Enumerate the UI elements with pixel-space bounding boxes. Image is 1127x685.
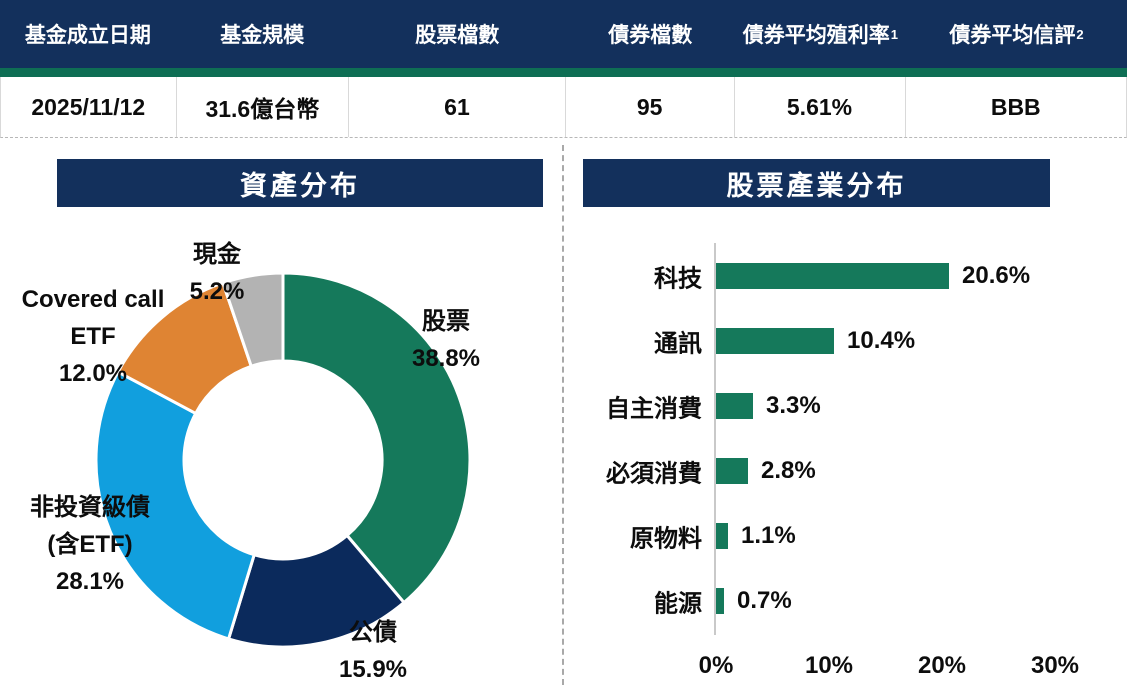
bar-value-label: 3.3% — [766, 392, 821, 419]
bar-category-label: 能源 — [654, 590, 702, 618]
segment-name-line: 現金 — [192, 241, 241, 268]
table-value-cell: 5.61% — [735, 77, 906, 137]
table-header-cell: 債券平均殖利率 1 — [735, 0, 906, 68]
bar — [716, 263, 949, 289]
x-axis-tick-label: 30% — [1030, 652, 1080, 679]
segment-percent: 15.9% — [338, 656, 408, 683]
donut-segment — [221, 271, 285, 369]
table-header-cell: 基金規模 — [176, 0, 349, 68]
segment-name-line: 非投資級債 — [30, 494, 150, 521]
bar-category-label: 科技 — [654, 265, 702, 293]
donut-segment-label: 公債 15.9% — [339, 614, 407, 685]
segment-name-line: 股票 — [422, 308, 470, 335]
segment-percent: 5.2% — [189, 278, 245, 305]
donut-segment-label: 非投資級債 (含ETF) 28.1% — [30, 489, 150, 600]
table-header-label: 債券平均信評 — [949, 24, 1076, 47]
table-header-footnote-marker: 1 — [890, 26, 899, 42]
x-axis-tick-label: 10% — [804, 652, 854, 679]
bar-value-label: 20.6% — [962, 262, 1031, 289]
bar-chart-axis-line — [714, 243, 716, 635]
table-header-label: 債券檔數 — [608, 24, 693, 47]
segment-name-line: Covered call — [21, 286, 165, 313]
donut-segment-label: 股票 38.8% — [412, 303, 480, 377]
bar-category-label: 原物料 — [630, 525, 702, 553]
table-accent-stripe — [0, 68, 1127, 77]
segment-name-line: 公債 — [349, 619, 397, 646]
table-header-footnote-marker: 2 — [1076, 26, 1084, 42]
table-value-cell: 31.6億台幣 — [177, 77, 350, 137]
table-value-cell: 61 — [349, 77, 566, 137]
segment-name-line: (含ETF) — [47, 531, 133, 558]
bar — [716, 328, 834, 354]
table-header-label: 基金成立日期 — [24, 24, 151, 47]
table-header-label: 股票檔數 — [415, 24, 500, 47]
bar-category-label: 通訊 — [654, 330, 702, 358]
table-value-cell: 95 — [566, 77, 735, 137]
donut-segment — [281, 271, 472, 605]
table-header-cell: 股票檔數 — [349, 0, 566, 68]
bar — [716, 523, 728, 549]
table-header-label: 基金規模 — [220, 24, 305, 47]
donut-segment — [94, 369, 257, 641]
table-header-label: 債券平均殖利率 — [742, 24, 890, 47]
table-value-cell: 2025/11/12 — [1, 77, 177, 137]
segment-percent: 12.0% — [58, 360, 128, 387]
table-header-cell: 基金成立日期 — [0, 0, 176, 68]
bar-category-label: 自主消費 — [606, 395, 702, 423]
donut-segment — [226, 533, 407, 649]
asset-distribution-title: 資產分布 — [57, 159, 543, 207]
table-value-cell: BBB — [990, 93, 1041, 120]
segment-name-line: ETF — [70, 323, 116, 350]
bar-value-label: 2.8% — [761, 457, 816, 484]
x-axis-tick-label: 0% — [698, 652, 734, 679]
bar-value-label: 0.7% — [737, 587, 792, 614]
section-divider — [562, 145, 564, 685]
stock-industry-title: 股票產業分布 — [583, 159, 1050, 207]
bar — [716, 393, 753, 419]
x-axis-tick-label: 20% — [917, 652, 967, 679]
bar-category-label: 必須消費 — [606, 460, 702, 488]
table-header-cell: 債券檔數 — [566, 0, 735, 68]
segment-percent: 28.1% — [55, 568, 125, 595]
donut-segment-label: Covered call ETF 12.0% — [22, 281, 165, 392]
segment-percent: 38.8% — [411, 345, 481, 372]
table-header-cell: 債券平均信評 2 — [906, 0, 1127, 68]
bar — [716, 588, 724, 614]
donut-segment-label: 現金 5.2% — [190, 236, 245, 310]
bar-value-label: 1.1% — [741, 522, 796, 549]
summary-table-header-row: 基金成立日期 基金規模 股票檔數 債券檔數 債券平均殖利率 1 債券平均信評 2 — [0, 0, 1127, 68]
bar — [716, 458, 748, 484]
asset-distribution-donut-chart — [94, 271, 472, 649]
bar-value-label: 10.4% — [847, 327, 916, 354]
summary-table-value-row: 2025/11/12 31.6億台幣 61 95 5.61% BBB — [0, 77, 1127, 138]
